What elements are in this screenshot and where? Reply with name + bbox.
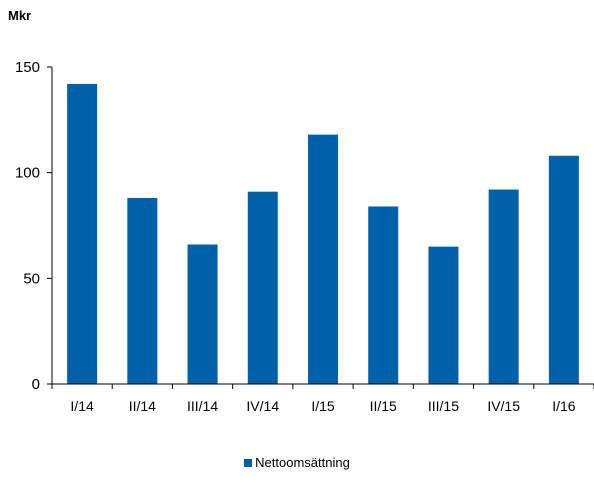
bar-III/15	[428, 246, 459, 384]
y-tick-label-150: 150	[15, 59, 40, 76]
y-tick-label-0: 0	[32, 376, 40, 393]
x-tick-label-I/15: I/15	[311, 398, 335, 414]
legend: Nettoomsättning	[0, 455, 594, 470]
bar-IV/15	[488, 189, 519, 384]
x-tick-label-II/15: II/15	[370, 398, 397, 414]
bar-I/16	[548, 155, 579, 384]
bar-II/14	[127, 198, 158, 384]
x-tick-label-III/15: III/15	[428, 398, 459, 414]
legend-swatch	[244, 458, 253, 467]
bar-III/14	[187, 244, 218, 384]
y-tick-label-100: 100	[15, 165, 40, 182]
x-tick-label-III/14: III/14	[187, 398, 218, 414]
bar-I/14	[67, 83, 98, 384]
bar-II/15	[368, 206, 399, 384]
x-tick-label-I/14: I/14	[70, 398, 94, 414]
x-tick-label-IV/15: IV/15	[487, 398, 520, 414]
legend-label: Nettoomsättning	[255, 455, 350, 470]
x-tick-label-IV/14: IV/14	[246, 398, 279, 414]
x-tick-label-II/14: II/14	[129, 398, 156, 414]
bar-IV/14	[247, 191, 278, 384]
bar-I/15	[308, 134, 338, 384]
y-tick-label-50: 50	[23, 270, 40, 287]
x-tick-label-I/16: I/16	[552, 398, 576, 414]
y-axis-unit-label: Mkr	[8, 8, 32, 23]
